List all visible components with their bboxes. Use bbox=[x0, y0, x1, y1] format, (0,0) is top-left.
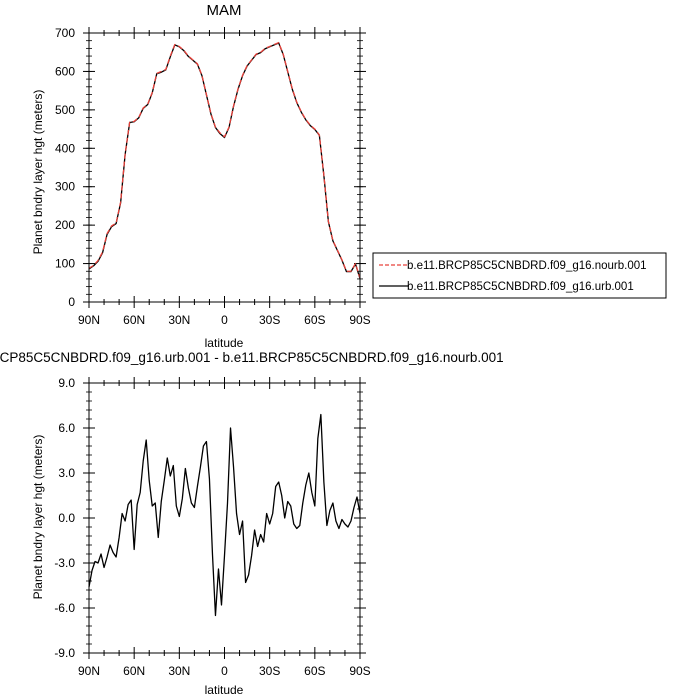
top-y-tick-label: 100 bbox=[55, 257, 75, 271]
top-y-tick-label: 700 bbox=[55, 26, 75, 40]
legend: b.e11.BRCP85C5CNBDRD.f09_g16.nourb.001 b… bbox=[372, 252, 667, 299]
bottom-x-tick-label: 30N bbox=[168, 664, 190, 678]
bottom-x-tick-label: 60S bbox=[304, 664, 325, 678]
top-chart-xlabel: latitude bbox=[205, 336, 244, 350]
top-y-tick-label: 0 bbox=[68, 295, 75, 309]
top-chart-ticks: 90N 60N 30N 0 30S 60S 90S 0 100 200 300 400 500 600 70… bbox=[55, 26, 371, 327]
top-x-tick-label: 90S bbox=[349, 313, 370, 327]
bottom-chart-ylabel: Planet bndry layer hgt (meters) bbox=[31, 435, 45, 600]
top-series-line bbox=[88, 41, 361, 279]
top-x-tick-label: 90N bbox=[78, 313, 100, 327]
top-x-tick-label: 0 bbox=[221, 313, 228, 327]
top-series-line bbox=[88, 42, 361, 279]
legend-label-nourb: b.e11.BRCP85C5CNBDRD.f09_g16.nourb.001 bbox=[407, 260, 647, 272]
bottom-chart-xlabel: latitude bbox=[205, 683, 244, 697]
top-y-tick-label: 600 bbox=[55, 64, 75, 78]
bottom-y-tick-label: 3.0 bbox=[58, 466, 75, 480]
bottom-y-tick-label: 9.0 bbox=[58, 376, 75, 390]
top-y-tick-label: 200 bbox=[55, 218, 75, 232]
top-chart-frame bbox=[88, 32, 361, 303]
top-y-tick-label: 500 bbox=[55, 103, 75, 117]
bottom-chart-ticks: 90N 60N 30N 0 30S 60S 90S -9.0 -6.0 -3.0 0.0 3.0 6.0… bbox=[54, 376, 370, 678]
bottom-chart-title: b.e11.BRCP85C5CNBDRD.f09_g16.urb.001 - b… bbox=[0, 350, 504, 365]
top-x-tick-label: 30N bbox=[168, 313, 190, 327]
bottom-y-tick-label: -9.0 bbox=[54, 646, 75, 660]
top-chart-title: MAM bbox=[207, 2, 242, 19]
bottom-y-tick-label: 0.0 bbox=[58, 511, 75, 525]
legend-box bbox=[372, 252, 667, 299]
bottom-x-tick-label: 90S bbox=[349, 664, 370, 678]
bottom-chart-frame bbox=[88, 382, 361, 654]
bottom-y-tick-label: -3.0 bbox=[54, 556, 75, 570]
top-y-tick-label: 400 bbox=[55, 141, 75, 155]
top-chart-series bbox=[88, 41, 361, 279]
legend-label-urb: b.e11.BRCP85C5CNBDRD.f09_g16.urb.001 bbox=[407, 281, 634, 293]
bottom-x-tick-label: 60N bbox=[123, 664, 145, 678]
top-x-tick-label: 60N bbox=[123, 313, 145, 327]
bottom-x-tick-label: 0 bbox=[221, 664, 228, 678]
bottom-x-tick-label: 30S bbox=[259, 664, 280, 678]
top-y-tick-label: 300 bbox=[55, 180, 75, 194]
bottom-x-tick-label: 90N bbox=[78, 664, 100, 678]
bottom-chart: b.e11.BRCP85C5CNBDRD.f09_g16.urb.001 - b… bbox=[0, 350, 504, 697]
bottom-series-line bbox=[88, 413, 361, 617]
bottom-y-tick-label: 6.0 bbox=[58, 421, 75, 435]
top-x-tick-label: 30S bbox=[259, 313, 280, 327]
top-chart: MAM Planet bndry layer hgt (meters) lati… bbox=[31, 2, 371, 350]
top-x-tick-label: 60S bbox=[304, 313, 325, 327]
top-chart-ylabel: Planet bndry layer hgt (meters) bbox=[31, 90, 45, 255]
bottom-y-tick-label: -6.0 bbox=[54, 601, 75, 615]
bottom-chart-series bbox=[88, 413, 361, 617]
